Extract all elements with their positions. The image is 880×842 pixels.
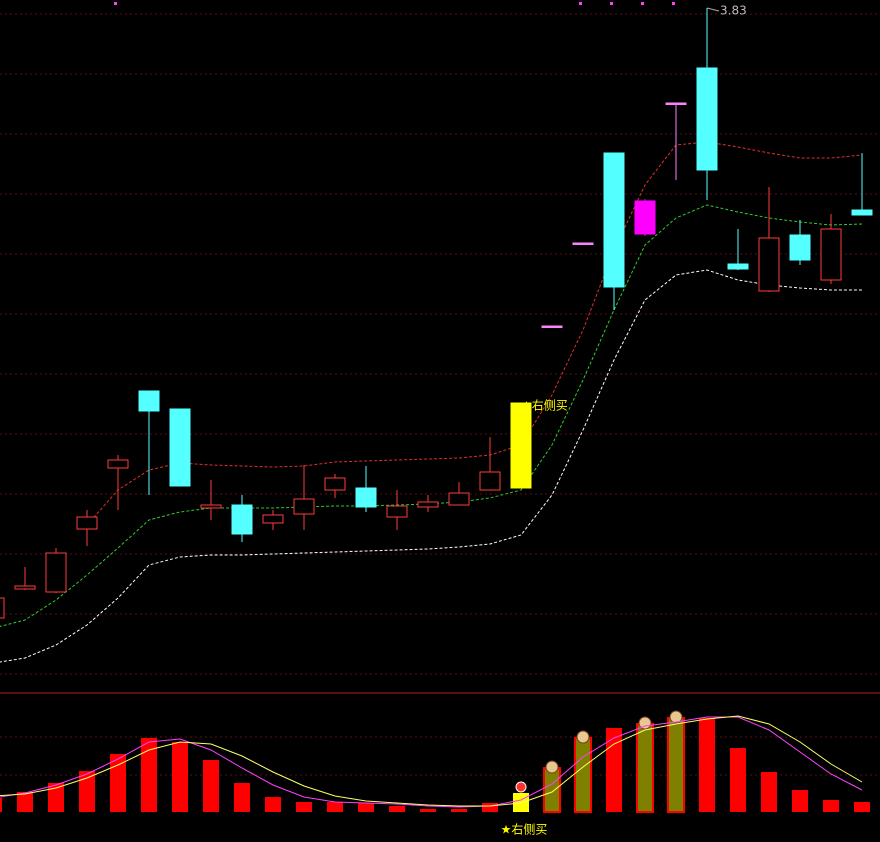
bag-icon (669, 710, 683, 724)
candle-body (0, 597, 5, 619)
candle-body (479, 471, 501, 491)
bar (667, 717, 685, 813)
bar (172, 742, 188, 812)
bar (358, 803, 374, 812)
candle-body (851, 209, 873, 216)
annotation: ★右侧买 (521, 398, 568, 413)
bag-icon (545, 760, 559, 774)
bar (482, 803, 498, 812)
bar (636, 723, 654, 813)
candle-body (386, 505, 408, 518)
candle-body (510, 402, 532, 489)
dot (672, 2, 675, 5)
signal-icon (515, 781, 527, 793)
candle-body (417, 501, 439, 508)
candle-body (200, 504, 222, 509)
bar (0, 798, 2, 812)
bar (543, 767, 561, 813)
candle-body (45, 552, 67, 593)
bar (48, 783, 64, 812)
bar (730, 748, 746, 812)
candle-body (138, 390, 160, 412)
bar (265, 797, 281, 812)
bar (854, 802, 870, 812)
bar (141, 738, 157, 812)
dot (610, 2, 613, 5)
indicator-line (0, 715, 863, 807)
candle-body (820, 228, 842, 281)
bar (234, 783, 250, 812)
indicator-line (0, 716, 863, 808)
grid (0, 13, 880, 776)
candle-body (262, 514, 284, 524)
candle-body (665, 102, 687, 105)
candle-body (355, 487, 377, 508)
candle-body (603, 152, 625, 288)
dot (114, 2, 117, 5)
candle-body (634, 200, 656, 235)
band-line (0, 269, 862, 663)
candle-body (448, 492, 470, 506)
candle-body (169, 408, 191, 487)
candle-body (727, 263, 749, 270)
candle-body (324, 477, 346, 491)
bar (823, 800, 839, 812)
top-dots (114, 2, 675, 5)
annotation-leader (706, 7, 720, 12)
candle-body (14, 585, 36, 590)
bag-icon (576, 730, 590, 744)
candle-body (231, 504, 253, 535)
band-line (86, 141, 863, 526)
bar (17, 792, 33, 812)
candle-body (293, 498, 315, 515)
bar (327, 802, 343, 812)
bar (203, 760, 219, 812)
bar (389, 806, 405, 812)
annotation: 3.83 (720, 4, 747, 18)
bar (79, 771, 95, 812)
bar (296, 802, 312, 812)
bar (792, 790, 808, 812)
candle-body (76, 516, 98, 530)
candle-body (789, 234, 811, 261)
bar (606, 728, 622, 812)
dot (579, 2, 582, 5)
candle-body (758, 237, 780, 292)
bar (699, 718, 715, 812)
dot (641, 2, 644, 5)
bar (451, 809, 467, 812)
bar (420, 809, 436, 812)
annotation: ★右侧买 (501, 822, 548, 837)
candle-body (107, 459, 129, 469)
bar (574, 737, 592, 813)
candle-body (541, 325, 563, 328)
bar (110, 754, 126, 812)
candle-body (696, 67, 718, 171)
bar (761, 772, 777, 812)
candle-body (572, 242, 594, 245)
